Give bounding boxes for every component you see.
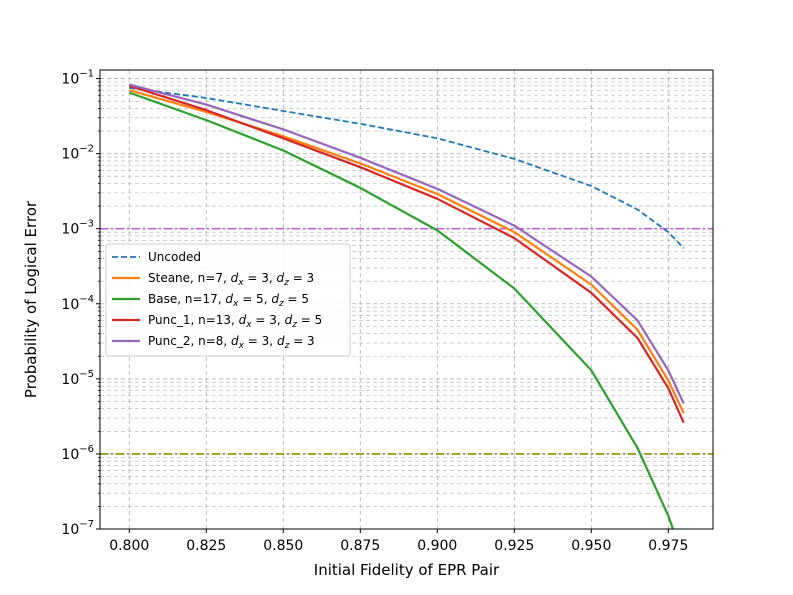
series-line-3 [128,91,675,530]
y-tick-label: 10−5 [61,369,94,388]
legend-label: Punc_1, n=13, dx = 3, dz = 5 [148,313,322,330]
legend: Uncoded Steane, n=7, dx = 3, dz = 3 Base, … [105,243,351,357]
x-tick-label: 0.900 [417,538,457,554]
plot-frame [99,69,714,530]
y-tick-label: 10−4 [61,294,94,313]
y-axis-ticks: 10−1 10−2 10−3 10−4 10−5 10−6 10−7 [61,69,100,538]
series-line-5 [129,83,685,404]
series-line-1 [129,87,685,249]
legend-label: Uncoded [148,250,201,264]
y-tick-label: 10−2 [61,144,94,163]
x-axis-label: Initial Fidelity of EPR Pair [314,561,500,579]
legend-box [105,243,351,357]
x-tick-label: 0.850 [263,538,303,554]
y-tick-label: 10−1 [61,69,94,88]
x-tick-label: 0.825 [186,538,226,554]
y-tick-label: 10−6 [61,444,94,463]
y-axis-label: Probability of Logical Error [22,200,40,398]
legend-label: Base, n=17, dx = 5, dz = 5 [148,292,309,309]
legend-label: Steane, n=7, dx = 3, dz = 3 [148,271,314,288]
x-axis-ticks: 0.800 0.825 0.850 0.875 0.900 0.925 0.950 0.975 [109,529,688,554]
reference-lines [100,227,713,455]
x-tick-label: 0.925 [494,538,534,554]
series-line-4 [128,84,685,424]
y-tick-label: 10−7 [61,519,94,538]
legend-label: Punc_2, n=8, dx = 3, dz = 3 [148,334,315,351]
y-tick-label: 10−3 [61,219,94,238]
x-tick-label: 0.800 [109,538,149,554]
series-lines [128,83,685,530]
x-tick-label: 0.950 [571,538,611,554]
x-tick-label: 0.875 [340,538,380,554]
x-tick-label: 0.975 [648,538,688,554]
